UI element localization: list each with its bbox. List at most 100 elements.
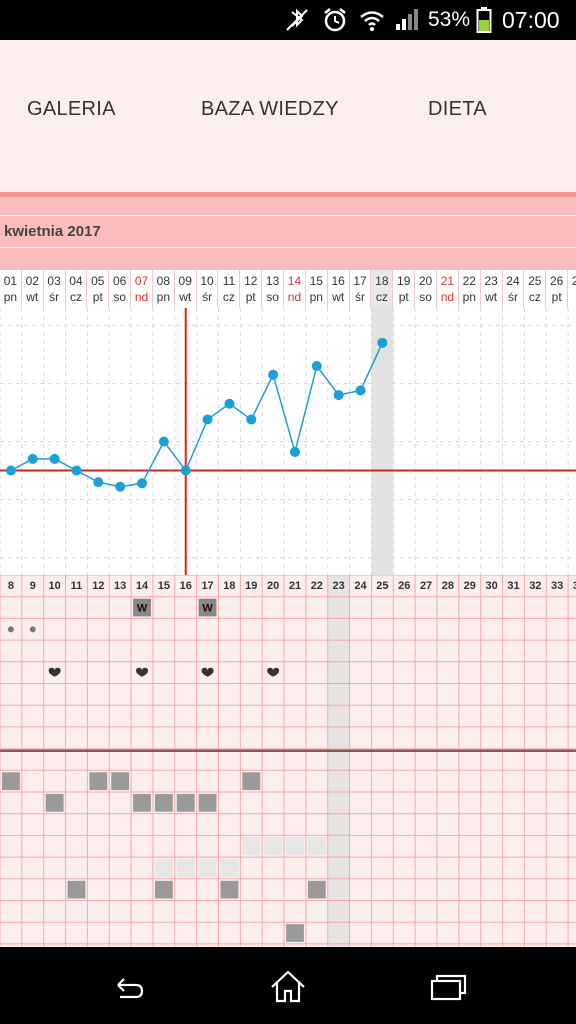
day-column-header[interactable]: 06 so — [109, 270, 132, 308]
cycle-day-number: 15 — [158, 580, 170, 592]
day-column-header[interactable]: 17 śr — [350, 270, 372, 308]
day-column-header[interactable]: 12 pt — [240, 270, 263, 308]
temperature-point — [377, 337, 388, 348]
cycle-day-number: 22 — [311, 580, 323, 592]
cycle-day-number: 26 — [398, 580, 410, 592]
day-of-week: śr — [507, 290, 518, 304]
day-column-header[interactable]: 01 pn — [0, 270, 22, 308]
dot-marker — [29, 626, 36, 633]
day-of-week: cz — [375, 290, 388, 304]
day-column-header[interactable]: 02 wt — [22, 270, 44, 308]
day-number: 02 — [25, 274, 39, 288]
tab-baza-wiedzy[interactable]: BAZA WIEDZY — [201, 98, 339, 120]
cycle-day-number: 24 — [354, 580, 367, 592]
day-column-header[interactable]: 27s — [568, 270, 576, 308]
tab-galeria[interactable]: GALERIA — [27, 98, 116, 120]
temperature-point — [158, 436, 169, 447]
day-of-week: pn — [462, 290, 476, 304]
day-number: 23 — [484, 274, 498, 288]
band-divider — [0, 215, 576, 216]
light-marker — [154, 859, 173, 877]
day-column-header[interactable]: 25 cz — [524, 270, 547, 308]
heart-icon — [267, 667, 280, 677]
day-column-header[interactable]: 26 pt — [546, 270, 569, 308]
temperature-point — [289, 446, 300, 457]
day-number: 07 — [134, 274, 149, 288]
cycle-day-number: 32 — [529, 580, 541, 592]
dot-marker — [7, 626, 14, 633]
day-number: 12 — [244, 274, 258, 288]
home-icon[interactable] — [268, 967, 308, 1007]
day-column-header[interactable]: 18 cz — [371, 270, 394, 308]
temperature-point — [115, 481, 126, 492]
day-number: 08 — [156, 274, 171, 288]
day-number: 22 — [462, 274, 476, 288]
day-of-week: s — [568, 289, 576, 305]
temperature-chart[interactable] — [0, 308, 576, 575]
temperature-point — [93, 477, 104, 488]
cycle-day-number: 17 — [201, 580, 213, 592]
temperature-point — [71, 465, 82, 476]
marker-cell — [198, 598, 217, 617]
symptom-marker — [242, 772, 261, 790]
recent-apps-icon[interactable] — [428, 967, 468, 1007]
day-of-week: pt — [92, 290, 103, 304]
day-of-week: pt — [398, 290, 409, 304]
day-column-header[interactable]: 04 cz — [66, 270, 88, 308]
day-column-header[interactable]: 10 śr — [197, 270, 219, 308]
back-icon[interactable] — [108, 967, 148, 1007]
light-marker — [286, 837, 304, 856]
day-column-header[interactable]: 21 nd — [437, 270, 459, 308]
day-column-header[interactable]: 05 pt — [87, 270, 110, 308]
alarm-icon — [322, 6, 348, 39]
battery-icon — [476, 6, 492, 39]
day-column-header[interactable]: 07 nd — [131, 270, 153, 308]
symptom-marker — [133, 794, 151, 812]
tab-dieta[interactable]: DIETA — [428, 98, 487, 120]
day-column-header[interactable]: 24 śr — [503, 270, 525, 308]
temperature-point — [202, 414, 213, 425]
day-number: 03 — [47, 274, 61, 288]
day-of-week: nd — [134, 290, 149, 304]
symptom-marker — [220, 880, 239, 899]
day-of-week: so — [266, 290, 279, 304]
temperature-point — [5, 465, 16, 476]
cycle-day-number: 20 — [267, 580, 279, 592]
temperature-point — [49, 453, 60, 464]
day-of-week: śr — [202, 290, 213, 304]
day-number: 18 — [375, 274, 389, 288]
day-of-week: pn — [309, 290, 323, 304]
day-of-week: wt — [179, 290, 192, 304]
cycle-day-number: 27 — [420, 580, 432, 592]
cycle-day-number: 11 — [71, 580, 83, 592]
day-column-header[interactable]: 15 pn — [306, 270, 328, 308]
symptom-marker — [45, 794, 64, 812]
day-column-header[interactable]: 13 so — [262, 270, 285, 308]
day-of-week: pn — [156, 290, 171, 304]
day-column-header[interactable]: 03 śr — [44, 270, 66, 308]
day-column-header[interactable]: 14 nd — [284, 270, 306, 308]
day-column-header[interactable]: 22 pn — [459, 270, 481, 308]
light-marker — [220, 859, 239, 877]
status-bar: 53% 07:00 — [0, 0, 576, 40]
day-column-header[interactable]: 11 cz — [219, 270, 241, 308]
temperature-point — [355, 385, 366, 396]
temperature-point — [27, 453, 38, 464]
marker-w: W — [137, 603, 148, 615]
temperature-point — [137, 478, 148, 489]
day-column-header[interactable]: 08 pn — [153, 270, 175, 308]
light-marker — [264, 837, 283, 856]
day-number: 21 — [440, 274, 455, 288]
observation-grid[interactable]: 8 9 10 11 12 13 14 15 16 17 18 19 20 21 22 23 24 25 26 27 28… — [0, 575, 576, 947]
cycle-day-number: 14 — [136, 580, 149, 592]
clock: 07:00 — [502, 7, 560, 33]
day-number: 10 — [200, 274, 214, 288]
day-column-header[interactable]: 20 so — [415, 270, 437, 308]
heart-icon — [48, 667, 61, 677]
day-column-header[interactable]: 19 pt — [393, 270, 416, 308]
day-column-header[interactable]: 16 wt — [328, 270, 350, 308]
cycle-day-number: 21 — [289, 580, 301, 592]
day-number: 26 — [549, 274, 564, 288]
day-column-header[interactable]: 23 wt — [481, 270, 503, 308]
day-column-header[interactable]: 09 wt — [175, 270, 197, 308]
